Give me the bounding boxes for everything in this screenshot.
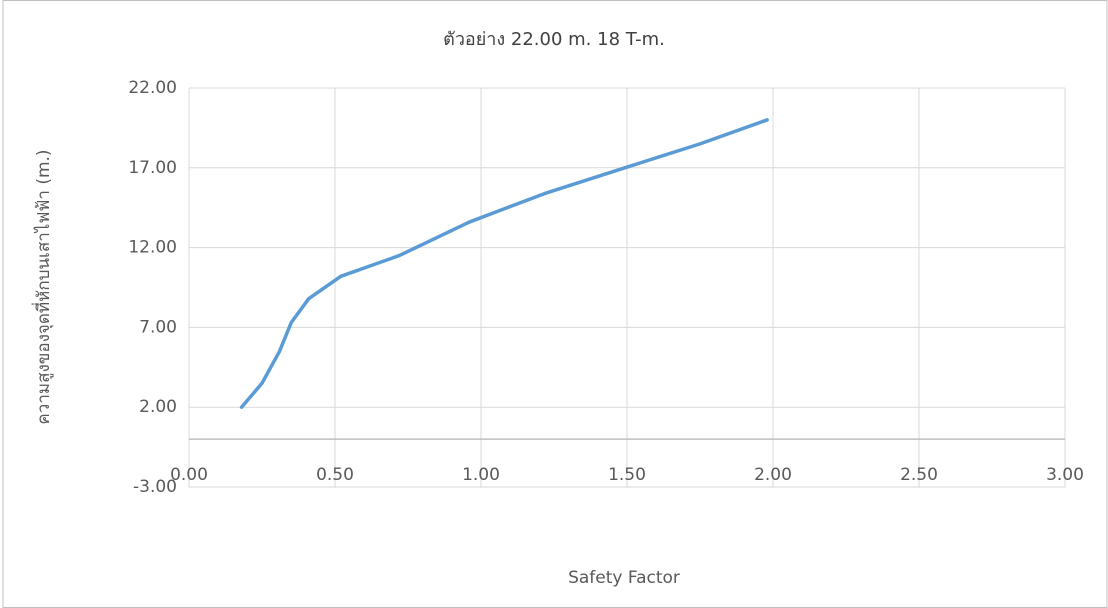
x-tick-label: 1.00 xyxy=(462,465,500,485)
y-tick-label: 2.00 xyxy=(139,397,177,417)
y-tick-label: -3.00 xyxy=(133,477,177,497)
x-tick-label: 2.00 xyxy=(754,465,792,485)
y-tick-label: 22.00 xyxy=(128,78,177,98)
x-tick-label: 0.00 xyxy=(170,465,208,485)
y-axis-title: ความสูงของจุดที่หักบนเสาไฟฟ้า (m.) xyxy=(31,149,54,424)
x-tick-label: 3.00 xyxy=(1046,465,1084,485)
data-line xyxy=(239,118,769,409)
x-tick-label: 2.50 xyxy=(900,465,938,485)
x-tick-label: 1.50 xyxy=(608,465,646,485)
y-tick-label: 7.00 xyxy=(139,317,177,337)
chart-title: ตัวอย่าง 22.00 m. 18 T-m. xyxy=(443,29,665,50)
x-axis-title: Safety Factor xyxy=(568,568,680,588)
y-tick-label: 17.00 xyxy=(128,158,177,178)
y-tick-label: 12.00 xyxy=(128,238,177,258)
x-tick-label: 0.50 xyxy=(316,465,354,485)
